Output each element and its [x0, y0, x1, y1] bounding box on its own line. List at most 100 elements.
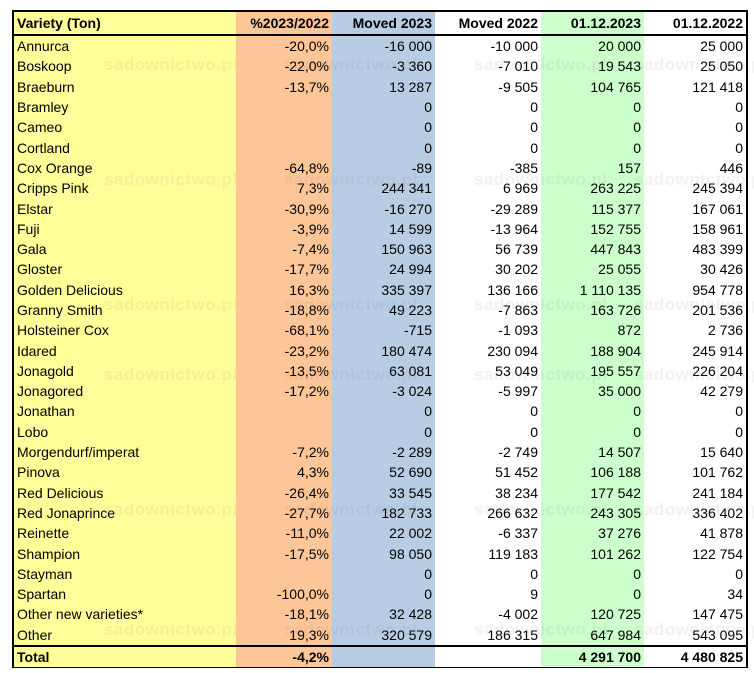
cell-variety: Red Delicious — [14, 482, 236, 503]
cell-variety: Holsteiner Cox — [14, 320, 236, 341]
cell-moved-2023: 182 733 — [332, 502, 435, 524]
cell-stock-2022: 0 — [644, 421, 746, 442]
table-row: Other 19,3% 320 579 186 315 647 984 543 095 — [14, 624, 746, 646]
cell-moved-2022: -7 863 — [435, 299, 541, 321]
cell-percent-change: 7,3% — [236, 178, 332, 199]
cell-stock-2022: 201 536 — [644, 299, 746, 321]
cell-variety: Gala — [14, 238, 236, 260]
cell-variety: Gloster — [14, 259, 236, 280]
table-row: Idared -23,2% 180 474 230 094 188 904 245 914 — [14, 340, 746, 361]
cell-moved-2022: 0 — [435, 421, 541, 442]
cell-stock-2023: 104 765 — [541, 76, 644, 97]
cell-variety: Fuji — [14, 218, 236, 239]
cell-percent-change: -3,9% — [236, 218, 332, 239]
table-row: Pinova 4,3% 52 690 51 452 106 188 101 762 — [14, 462, 746, 483]
cell-stock-2022: 122 754 — [644, 543, 746, 564]
table-row: Elstar -30,9% -16 270 -29 289 115 377 167 061 — [14, 198, 746, 219]
cell-moved-2022: -29 289 — [435, 198, 541, 219]
cell-moved-2023: 0 — [332, 117, 435, 138]
cell-moved-2022: 53 049 — [435, 360, 541, 382]
cell-stock-2022: 25 000 — [644, 35, 746, 57]
cell-stock-2023: 35 000 — [541, 381, 644, 402]
cell-percent-change — [236, 401, 332, 422]
cell-percent-change: -27,7% — [236, 502, 332, 524]
cell-percent-change: -68,1% — [236, 320, 332, 341]
cell-moved-2022: -9 505 — [435, 76, 541, 97]
cell-stock-2023: 115 377 — [541, 198, 644, 219]
cell-variety: Granny Smith — [14, 299, 236, 321]
cell-stock-2022: 15 640 — [644, 441, 746, 463]
cell-stock-2023: 0 — [541, 401, 644, 422]
cell-stock-2023: 195 557 — [541, 360, 644, 382]
cell-variety: Cameo — [14, 117, 236, 138]
cell-moved-2023: 0 — [332, 584, 435, 605]
cell-variety: Other — [14, 624, 236, 646]
variety-stock-table: Variety (Ton) %2023/2022 Moved 2023 Move… — [12, 10, 754, 668]
cell-stock-2023: 0 — [541, 421, 644, 442]
cell-stock-2022: 0 — [644, 137, 746, 158]
cell-moved-2023: 0 — [332, 137, 435, 158]
cell-moved-2022: 119 183 — [435, 543, 541, 564]
cell-percent-change: -100,0% — [236, 584, 332, 605]
cell-stock-2023: 0 — [541, 584, 644, 605]
cell-stock-2022: 0 — [644, 401, 746, 422]
cell-moved-2023: -16 270 — [332, 198, 435, 219]
cell-stock-2022: 30 426 — [644, 259, 746, 280]
header-variety: Variety (Ton) — [14, 12, 236, 36]
cell-variety: Spartan — [14, 584, 236, 605]
cell-variety: Red Jonaprince — [14, 502, 236, 524]
cell-percent-change: 4,3% — [236, 462, 332, 483]
cell-percent-change: -64,8% — [236, 157, 332, 179]
cell-moved-2023: -16 000 — [332, 35, 435, 57]
cell-stock-2022: 167 061 — [644, 198, 746, 219]
cell-stock-2023: 0 — [541, 137, 644, 158]
cell-moved-2022: 266 632 — [435, 502, 541, 524]
cell-stock-2022: 147 475 — [644, 604, 746, 625]
cell-moved-2023: 52 690 — [332, 462, 435, 483]
cell-moved-2023: 0 — [332, 563, 435, 585]
cell-stock-2023: 14 507 — [541, 441, 644, 463]
cell-moved-2022: -2 749 — [435, 441, 541, 463]
cell-moved-2022: 0 — [435, 96, 541, 118]
cell-stock-2023: 163 726 — [541, 299, 644, 321]
cell-variety: Morgendurf/imperat — [14, 441, 236, 463]
cell-moved-2022: -10 000 — [435, 35, 541, 57]
cell-stock-2023: 872 — [541, 320, 644, 341]
cell-moved-2022: 9 — [435, 584, 541, 605]
cell-moved-2022: -13 964 — [435, 218, 541, 239]
header-percent: %2023/2022 — [236, 12, 332, 36]
data-table: Variety (Ton) %2023/2022 Moved 2023 Move… — [14, 12, 746, 667]
cell-percent-change: -23,2% — [236, 340, 332, 361]
cell-percent-change: -17,2% — [236, 381, 332, 402]
cell-stock-2023: 1 110 135 — [541, 279, 644, 300]
cell-percent-change: -13,5% — [236, 360, 332, 382]
cell-moved-2023: 63 081 — [332, 360, 435, 382]
cell-stock-2023: 0 — [541, 563, 644, 585]
table-row: Reinette -11,0% 22 002 -6 337 37 276 41 878 — [14, 523, 746, 544]
cell-stock-2022: 483 399 — [644, 238, 746, 260]
cell-moved-2023: 0 — [332, 421, 435, 442]
table-row: Cameo 0 0 0 0 — [14, 117, 746, 138]
cell-percent-change: -11,0% — [236, 523, 332, 544]
cell-variety: Elstar — [14, 198, 236, 219]
table-row: Bramley 0 0 0 0 — [14, 96, 746, 118]
cell-stock-2023: 647 984 — [541, 624, 644, 646]
table-row: Granny Smith -18,8% 49 223 -7 863 163 726 201… — [14, 299, 746, 321]
cell-moved-2023: 244 341 — [332, 178, 435, 199]
cell-stock-2022: 245 914 — [644, 340, 746, 361]
cell-stock-2023: 152 755 — [541, 218, 644, 239]
cell-percent-change: -20,0% — [236, 35, 332, 57]
cell-percent-change: -22,0% — [236, 56, 332, 77]
cell-stock-2022: 336 402 — [644, 502, 746, 524]
cell-moved-2023: 24 994 — [332, 259, 435, 280]
cell-percent-change — [236, 137, 332, 158]
cell-stock-2023: 0 — [541, 96, 644, 118]
cell-stock-2023: 447 843 — [541, 238, 644, 260]
total-cell-variety: Total — [14, 644, 236, 667]
cell-stock-2022: 226 204 — [644, 360, 746, 382]
cell-moved-2022: 30 202 — [435, 259, 541, 280]
cell-variety: Annurca — [14, 35, 236, 57]
cell-stock-2023: 157 — [541, 157, 644, 179]
cell-moved-2022: 0 — [435, 117, 541, 138]
table-row: Cox Orange -64,8% -89 -385 157 446 — [14, 157, 746, 179]
